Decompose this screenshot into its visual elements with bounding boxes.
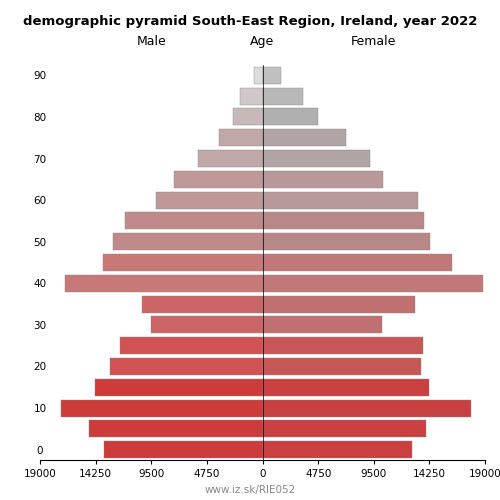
Bar xyxy=(262,254,452,271)
Bar xyxy=(142,296,262,312)
Bar xyxy=(174,171,262,188)
Text: Female: Female xyxy=(351,36,397,49)
Bar xyxy=(262,233,430,250)
Bar xyxy=(240,88,262,104)
Bar xyxy=(262,150,370,167)
Bar xyxy=(156,192,262,208)
Bar xyxy=(151,316,262,334)
Bar xyxy=(233,108,262,126)
Bar xyxy=(262,337,423,354)
Bar xyxy=(89,420,262,438)
Bar xyxy=(262,316,382,334)
Text: Male: Male xyxy=(136,36,166,49)
Bar xyxy=(262,192,418,208)
Bar xyxy=(262,171,383,188)
Bar xyxy=(262,296,414,312)
Bar xyxy=(64,275,262,292)
Bar xyxy=(254,67,262,84)
Bar xyxy=(262,88,304,104)
Bar xyxy=(262,275,482,292)
Bar xyxy=(262,400,471,416)
Bar xyxy=(262,441,412,458)
Bar xyxy=(104,441,262,458)
Bar xyxy=(262,358,420,375)
Bar xyxy=(61,400,262,416)
Text: www.iz.sk/RIE052: www.iz.sk/RIE052 xyxy=(204,485,296,495)
Bar xyxy=(262,378,429,396)
Bar xyxy=(126,212,262,230)
Bar xyxy=(110,358,262,375)
Bar xyxy=(262,420,426,438)
Bar xyxy=(112,233,262,250)
Bar xyxy=(198,150,262,167)
Bar xyxy=(262,67,281,84)
Bar xyxy=(262,212,424,230)
Bar xyxy=(95,378,262,396)
Bar xyxy=(262,108,318,126)
Bar xyxy=(103,254,262,271)
Bar xyxy=(120,337,262,354)
Text: demographic pyramid South-East Region, Ireland, year 2022: demographic pyramid South-East Region, I… xyxy=(23,15,477,28)
Bar xyxy=(219,129,262,146)
Bar xyxy=(262,129,345,146)
Text: Age: Age xyxy=(250,36,274,49)
